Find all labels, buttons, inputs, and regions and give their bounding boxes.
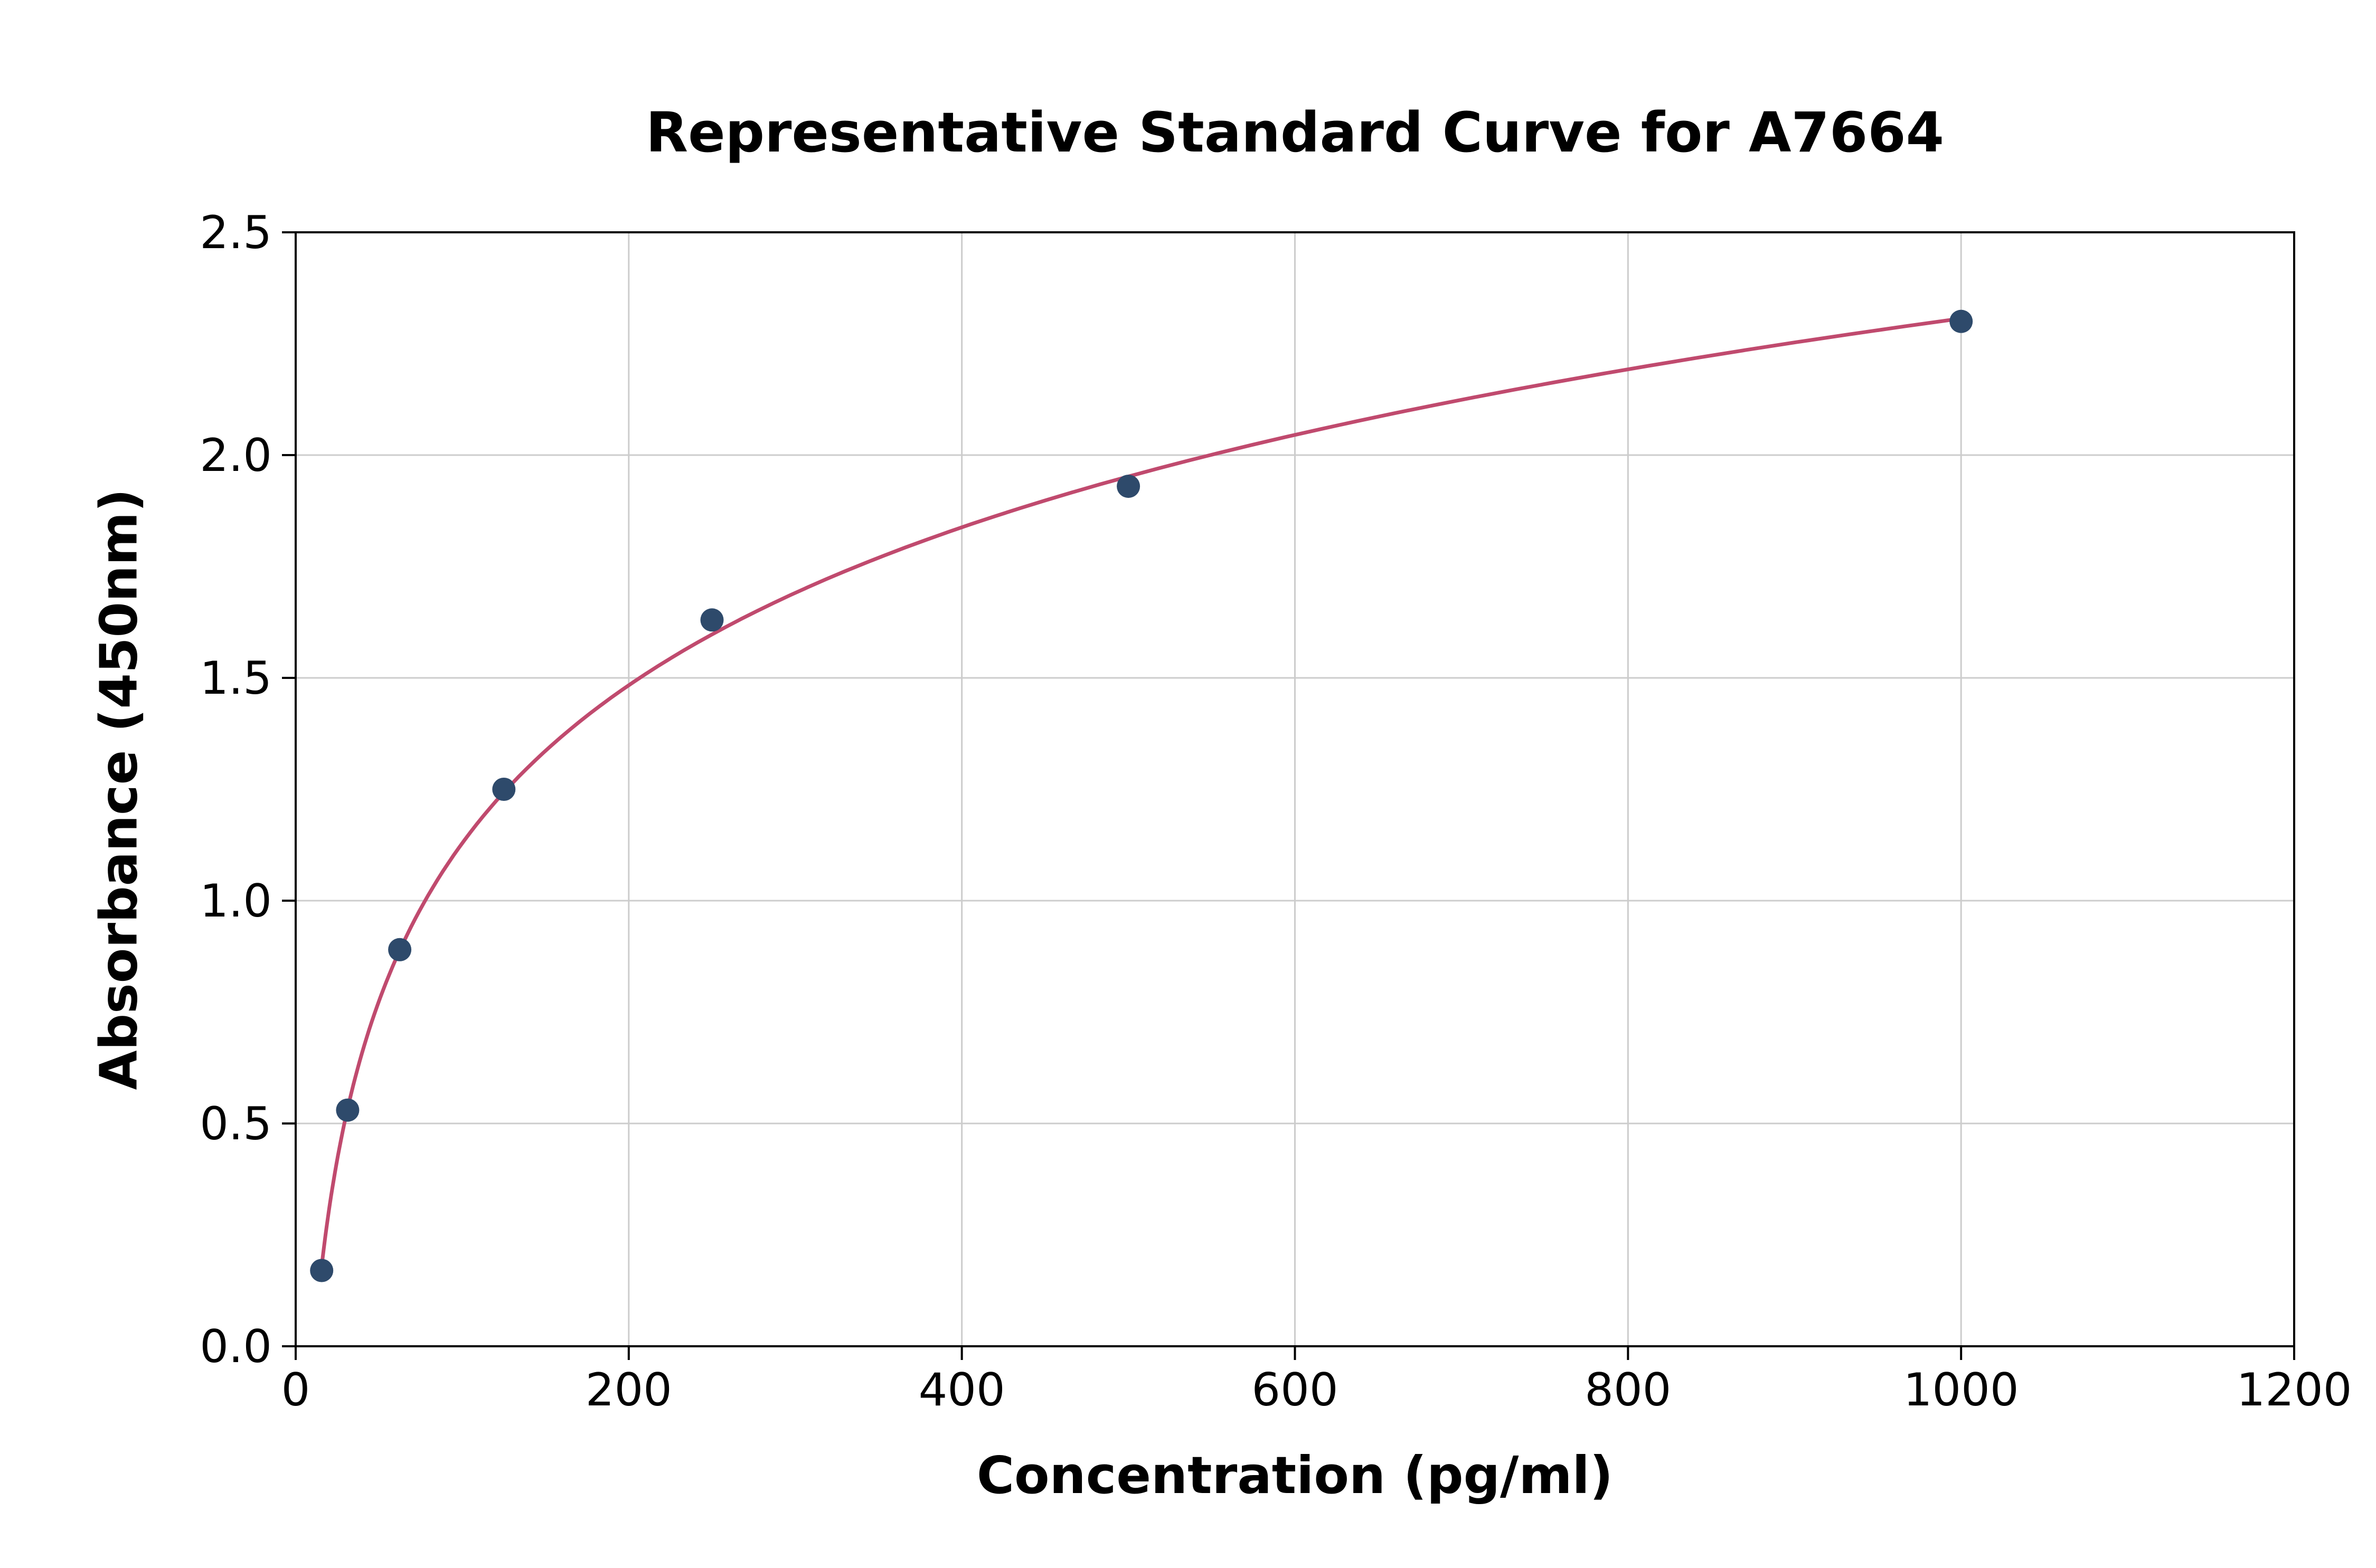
x-tick-label: 800 bbox=[1585, 1364, 1671, 1416]
data-point bbox=[1949, 309, 1973, 333]
data-point bbox=[492, 778, 516, 801]
chart-title: Representative Standard Curve for A7664 bbox=[646, 100, 1944, 165]
y-tick-label: 0.5 bbox=[200, 1098, 272, 1150]
y-tick-label: 1.0 bbox=[200, 875, 272, 928]
x-tick-label: 200 bbox=[586, 1364, 672, 1416]
y-tick-label: 0.0 bbox=[200, 1320, 272, 1373]
y-tick-label: 2.5 bbox=[200, 206, 272, 259]
data-point bbox=[336, 1098, 360, 1122]
data-point bbox=[700, 608, 724, 632]
y-tick-label: 1.5 bbox=[200, 652, 272, 705]
x-tick-label: 600 bbox=[1251, 1364, 1338, 1416]
x-tick-label: 1000 bbox=[1903, 1364, 2019, 1416]
fitted-curve bbox=[319, 316, 1963, 1269]
data-point bbox=[388, 938, 412, 961]
x-tick-label: 400 bbox=[919, 1364, 1005, 1416]
y-axis-label: Absorbance (450nm) bbox=[89, 488, 149, 1090]
x-tick-label: 0 bbox=[281, 1364, 310, 1416]
x-axis-label: Concentration (pg/ml) bbox=[976, 1446, 1614, 1505]
data-point bbox=[310, 1259, 334, 1282]
y-tick-label: 2.0 bbox=[200, 429, 272, 482]
data-point bbox=[1117, 475, 1140, 498]
x-tick-label: 1200 bbox=[2237, 1364, 2352, 1416]
